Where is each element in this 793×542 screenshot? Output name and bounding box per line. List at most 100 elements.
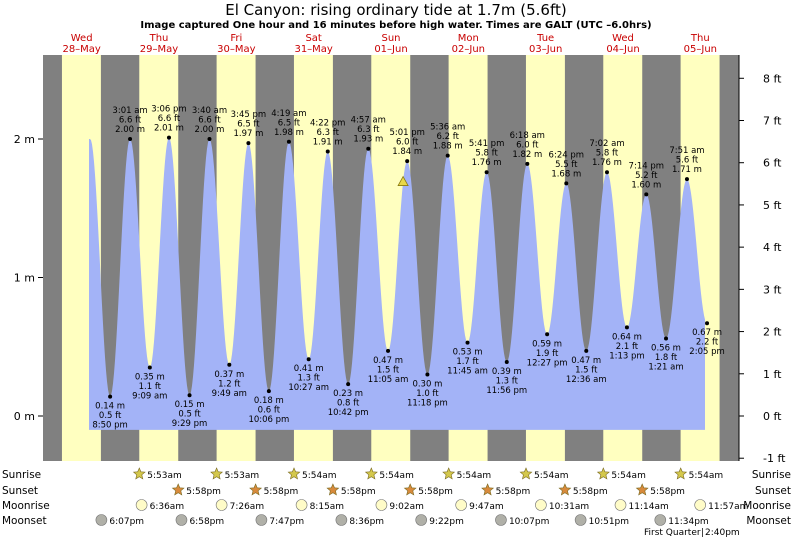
high-tide-point xyxy=(405,159,410,164)
tide-label-m: 0.15 m xyxy=(175,400,205,410)
row-label-left: Moonrise xyxy=(2,500,50,512)
day-date: 29–May xyxy=(140,44,178,55)
tide-label-time: 12:36 am xyxy=(566,375,607,385)
sunrise-time: 5:54am xyxy=(302,471,337,481)
day-date: 31–May xyxy=(294,44,332,55)
sunrise-icon xyxy=(364,467,378,480)
day-date: 04–Jun xyxy=(606,44,639,55)
tide-label-time: 9:29 pm xyxy=(172,419,207,429)
row-label-right: Moonrise xyxy=(743,500,791,512)
moonrise-icon xyxy=(455,499,467,511)
tide-label-m: 0.23 m xyxy=(333,389,363,399)
tide-label-time: 3:45 pm xyxy=(231,110,266,120)
sunset-icon xyxy=(403,483,417,496)
day-headers: Wed28–MayThu29–MayFri30–MaySat31–MaySun0… xyxy=(62,33,717,55)
tide-label-m: 0.59 m xyxy=(532,339,562,349)
low-tide-point xyxy=(306,357,311,362)
header: El Canyon: rising ordinary tide at 1.7m … xyxy=(140,1,651,31)
right-axis-label: 6 ft xyxy=(763,157,782,170)
sunrise-icon xyxy=(674,467,688,480)
moonrise-time: 8:15am xyxy=(310,502,345,512)
tide-label-m: 0.47 m xyxy=(373,356,403,366)
high-tide-point xyxy=(564,181,569,186)
tide-label-time: 5:41 pm xyxy=(469,139,504,149)
row-label-right: Sunset xyxy=(755,485,791,497)
moonset-time: 6:58pm xyxy=(189,517,224,527)
tide-label-m: 1.76 m xyxy=(472,158,502,168)
day-date: 05–Jun xyxy=(684,44,717,55)
tide-label-m: 0.37 m xyxy=(214,370,244,380)
tide-label-ft: 1.2 ft xyxy=(218,379,241,389)
tide-label-m: 0.56 m xyxy=(651,343,681,353)
high-tide-point xyxy=(246,141,251,146)
tide-label-ft: 1.8 ft xyxy=(655,353,678,363)
day-weekday: Tue xyxy=(536,33,554,44)
tide-label-ft: 1.3 ft xyxy=(496,376,519,386)
moon-phase-separator: | xyxy=(701,528,704,538)
sunset-time: 5:58pm xyxy=(341,487,376,497)
high-tide-point xyxy=(366,146,371,151)
row-label-left: Sunrise xyxy=(2,469,41,481)
moonset-time: 6:07pm xyxy=(109,517,144,527)
day-weekday: Thu xyxy=(149,33,169,44)
tide-label-ft: 1.3 ft xyxy=(297,374,320,384)
tide-label-time: 12:27 pm xyxy=(527,358,568,368)
tide-label-time: 3:01 am xyxy=(112,106,147,116)
tide-label-ft: 0.6 ft xyxy=(258,406,281,416)
right-axis-label: 2 ft xyxy=(763,326,782,339)
day-date: 01–Jun xyxy=(374,44,407,55)
moonrise-icon xyxy=(694,499,706,511)
tide-label-ft: 2.2 ft xyxy=(696,338,719,348)
tide-area xyxy=(89,137,705,430)
sunrise-icon xyxy=(210,467,224,480)
sunrise-time: 5:53am xyxy=(225,471,260,481)
moonset-icon xyxy=(654,514,667,526)
right-axis-label: 0 ft xyxy=(763,410,782,423)
moonrise-icon xyxy=(295,499,308,511)
tide-label-time: 11:05 am xyxy=(368,375,409,385)
tide-label-m: 1.93 m xyxy=(353,135,383,145)
tide-label-ft: 0.8 ft xyxy=(337,399,360,409)
tide-label-time: 4:22 pm xyxy=(310,118,345,128)
moonrise-icon xyxy=(535,499,547,511)
day-date: 28–May xyxy=(62,44,100,55)
low-tide-point xyxy=(624,325,629,330)
sunset-time: 5:58pm xyxy=(496,487,531,497)
high-tide-point xyxy=(286,139,291,144)
high-tide-point xyxy=(207,137,212,141)
day-weekday: Sun xyxy=(381,33,400,44)
high-tide-point xyxy=(325,149,330,154)
sunset-time: 5:58pm xyxy=(650,487,685,497)
tide-label-ft: 1.5 ft xyxy=(377,365,400,375)
right-axis-label: -1 ft xyxy=(763,452,786,465)
moonset-icon xyxy=(255,514,268,526)
sunset-icon xyxy=(171,483,185,496)
tide-label-time: 7:14 pm xyxy=(629,161,664,171)
axes: 0 m 1 m 2 m -1 ft 0 ft 1 ft 2 ft 3 ft 4 ft 5 ft 6 … xyxy=(14,55,786,465)
low-tide-point xyxy=(705,321,710,326)
tide-label-m: 1.68 m xyxy=(551,169,581,179)
tide-label-time: 1:13 pm xyxy=(609,351,644,361)
tide-label-ft: 6.0 ft xyxy=(396,138,419,148)
tide-label-ft: 1.1 ft xyxy=(139,382,162,392)
right-axis-label: 1 ft xyxy=(763,368,782,381)
tide-label-time: 7:02 am xyxy=(589,139,624,149)
moonset-icon xyxy=(574,514,587,526)
sunset-icon xyxy=(326,483,340,496)
day-weekday: Thu xyxy=(690,33,710,44)
moonrise-icon xyxy=(215,499,228,511)
tide-label-ft: 6.3 ft xyxy=(357,125,380,135)
sunrise-icon xyxy=(596,467,610,480)
tide-label-m: 0.18 m xyxy=(254,396,284,406)
tide-label-ft: 6.6 ft xyxy=(198,116,221,126)
tide-label-time: 10:27 am xyxy=(288,383,329,393)
sunrise-time: 5:54am xyxy=(379,471,414,481)
low-tide-point xyxy=(545,332,550,337)
moonrise-time: 11:57am xyxy=(708,502,748,512)
tide-label-ft: 0.5 ft xyxy=(178,410,201,420)
tide-label-m: 1.91 m xyxy=(313,137,343,147)
moonrise-icon xyxy=(375,499,388,511)
day-weekday: Wed xyxy=(71,33,93,44)
high-tide-point xyxy=(525,161,530,166)
